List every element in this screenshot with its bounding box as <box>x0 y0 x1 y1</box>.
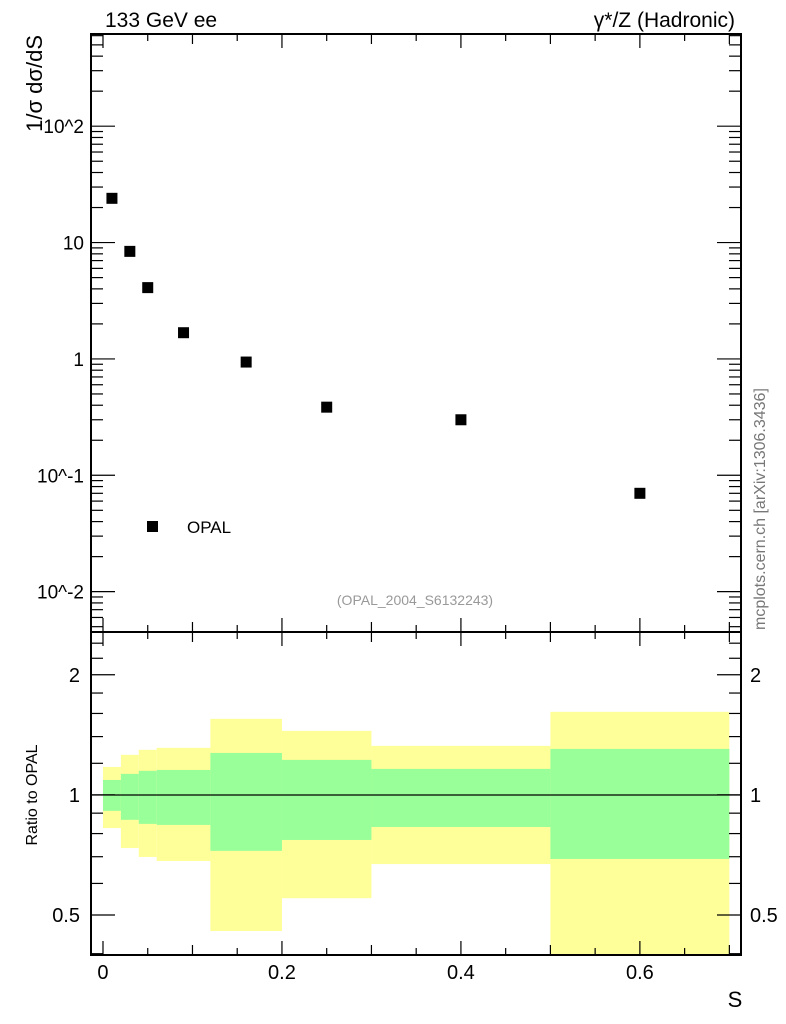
ratio-band-bin <box>138 770 157 824</box>
ratio-band-bin <box>281 759 372 840</box>
ratio-y-tick-label-left: 0.5 <box>52 905 80 927</box>
ratio-band-bin <box>371 768 551 827</box>
data-point <box>124 245 136 257</box>
main-y-tick-labels: 10^2 10 1 10^-1 10^-2 <box>37 117 84 603</box>
ratio-band-bin <box>550 748 730 859</box>
ratio-band-bin <box>120 773 139 820</box>
title-right: γ*/Z (Hadronic) <box>594 9 735 32</box>
title-left: 133 GeV ee <box>105 9 217 32</box>
y-tick-label: 10^-1 <box>37 466 84 487</box>
watermark: mcplots.cern.ch [arXiv:1306.3436] <box>752 388 769 630</box>
data-point <box>634 487 646 499</box>
y-tick-label: 10 <box>63 234 84 255</box>
ratio-plot-frame <box>90 631 742 956</box>
ratio-y-tick-label-right: 0.5 <box>750 905 778 927</box>
data-point <box>455 414 467 426</box>
x-axis-title: S <box>728 987 743 1012</box>
data-markers <box>106 192 646 499</box>
data-point <box>106 192 118 204</box>
y-tick-label: 1 <box>73 350 84 371</box>
tick-labels: 2 2 1 1 0.5 0.5 0 0.2 0.4 0.6 <box>52 665 778 984</box>
ratio-y-tick-label-left: 1 <box>69 785 80 807</box>
ratio-y-tick-label-left: 2 <box>69 665 80 687</box>
x-tick-label: 0 <box>97 962 108 984</box>
ratio-y-axis-title: Ratio to OPAL <box>24 744 41 845</box>
data-point <box>240 356 252 368</box>
reference-label: (OPAL_2004_S6132243) <box>337 592 493 608</box>
y-tick-label: 10^2 <box>43 117 84 138</box>
data-point <box>321 401 333 413</box>
ratio-band-bin <box>210 752 282 851</box>
legend-label-opal: OPAL <box>187 518 231 537</box>
ratio-y-tick-label-right: 2 <box>750 665 761 687</box>
data-point <box>142 282 154 294</box>
legend-marker <box>147 521 158 532</box>
y-axis-title: 1/σ dσ/dS <box>22 35 47 132</box>
x-tick-label: 0.6 <box>626 962 654 984</box>
axis-ticks <box>91 34 741 955</box>
x-tick-label: 0.2 <box>268 962 296 984</box>
x-tick-label: 0.4 <box>447 962 475 984</box>
y-tick-label: 10^-2 <box>37 583 84 604</box>
data-point <box>178 327 190 339</box>
ratio-bands <box>102 711 730 955</box>
ratio-y-tick-label-right: 1 <box>750 785 761 807</box>
ratio-band-bin <box>156 769 211 825</box>
